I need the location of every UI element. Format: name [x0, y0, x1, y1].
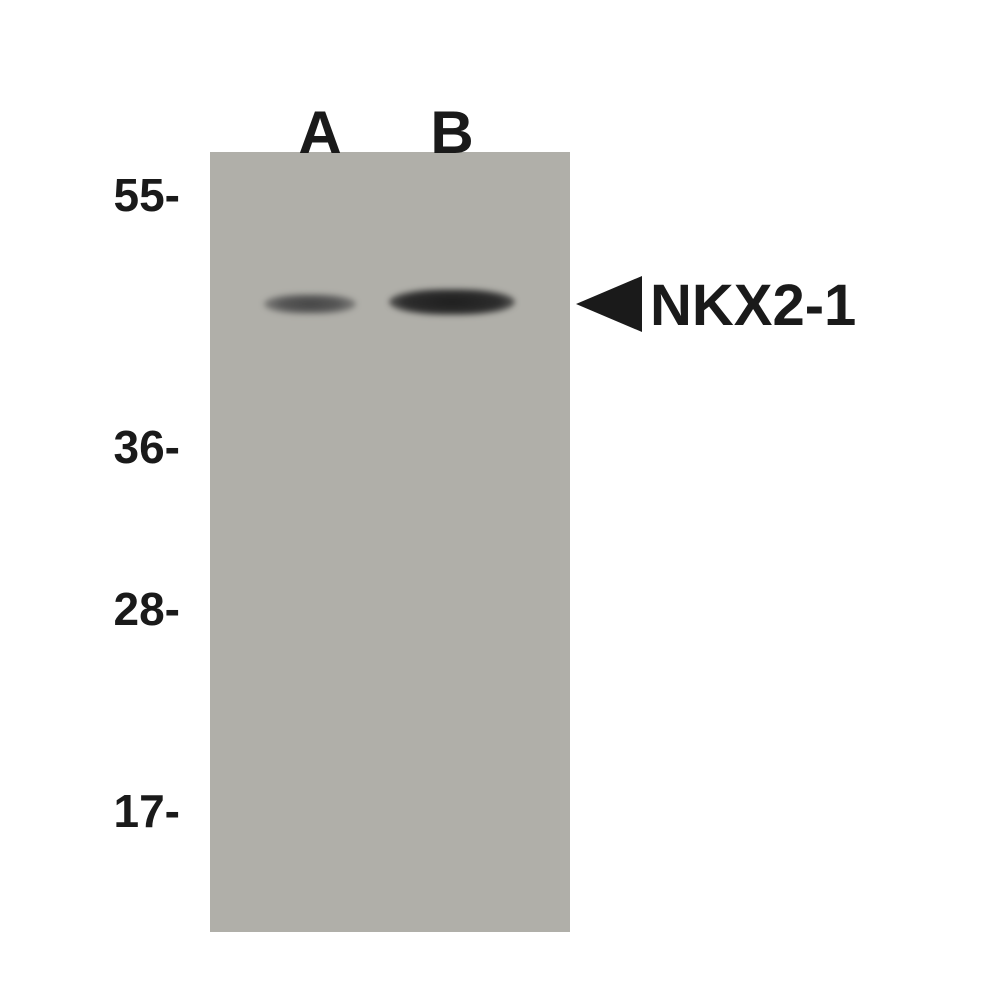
mw-value: 28	[114, 583, 165, 635]
mw-label-17: 17-	[90, 784, 180, 838]
mw-dash: -	[165, 169, 180, 221]
mw-value: 17	[114, 785, 165, 837]
mw-dash: -	[165, 785, 180, 837]
mw-value: 36	[114, 421, 165, 473]
mw-dash: -	[165, 421, 180, 473]
mw-dash: -	[165, 583, 180, 635]
mw-label-28: 28-	[90, 582, 180, 636]
protein-arrowhead-icon	[576, 276, 642, 332]
mw-label-55: 55-	[90, 168, 180, 222]
mw-value: 55	[114, 169, 165, 221]
lane-label-b: B	[422, 98, 482, 167]
mw-label-36: 36-	[90, 420, 180, 474]
band-lane-a	[264, 294, 356, 314]
band-lane-b	[389, 289, 515, 315]
protein-name-label: NKX2-1	[650, 272, 856, 339]
western-blot-membrane	[210, 152, 570, 932]
lane-label-a: A	[290, 98, 350, 167]
